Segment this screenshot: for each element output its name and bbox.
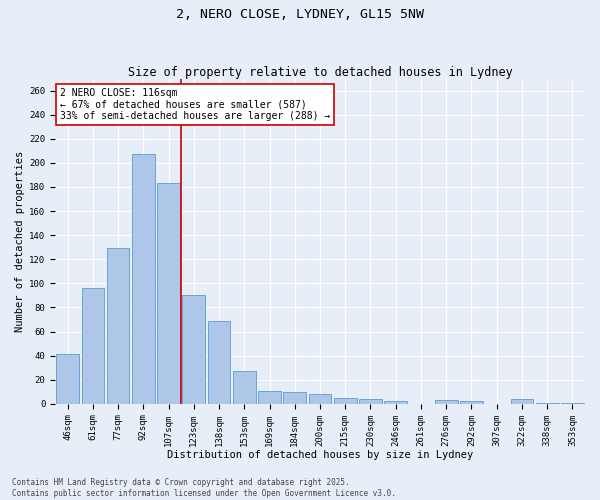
- Bar: [308, 394, 331, 404]
- Bar: [359, 399, 382, 404]
- Bar: [561, 402, 584, 404]
- Title: Size of property relative to detached houses in Lydney: Size of property relative to detached ho…: [128, 66, 512, 78]
- Bar: [82, 288, 104, 404]
- Bar: [132, 154, 155, 404]
- Bar: [56, 354, 79, 404]
- Bar: [157, 184, 180, 404]
- Text: Contains HM Land Registry data © Crown copyright and database right 2025.
Contai: Contains HM Land Registry data © Crown c…: [12, 478, 396, 498]
- X-axis label: Distribution of detached houses by size in Lydney: Distribution of detached houses by size …: [167, 450, 473, 460]
- Bar: [536, 402, 559, 404]
- Bar: [460, 402, 483, 404]
- Bar: [107, 248, 130, 404]
- Bar: [385, 402, 407, 404]
- Bar: [435, 400, 458, 404]
- Bar: [283, 392, 306, 404]
- Bar: [208, 320, 230, 404]
- Y-axis label: Number of detached properties: Number of detached properties: [15, 150, 25, 332]
- Text: 2, NERO CLOSE, LYDNEY, GL15 5NW: 2, NERO CLOSE, LYDNEY, GL15 5NW: [176, 8, 424, 20]
- Bar: [511, 399, 533, 404]
- Bar: [233, 372, 256, 404]
- Bar: [334, 398, 356, 404]
- Bar: [182, 296, 205, 404]
- Bar: [258, 390, 281, 404]
- Text: 2 NERO CLOSE: 116sqm
← 67% of detached houses are smaller (587)
33% of semi-deta: 2 NERO CLOSE: 116sqm ← 67% of detached h…: [61, 88, 331, 122]
